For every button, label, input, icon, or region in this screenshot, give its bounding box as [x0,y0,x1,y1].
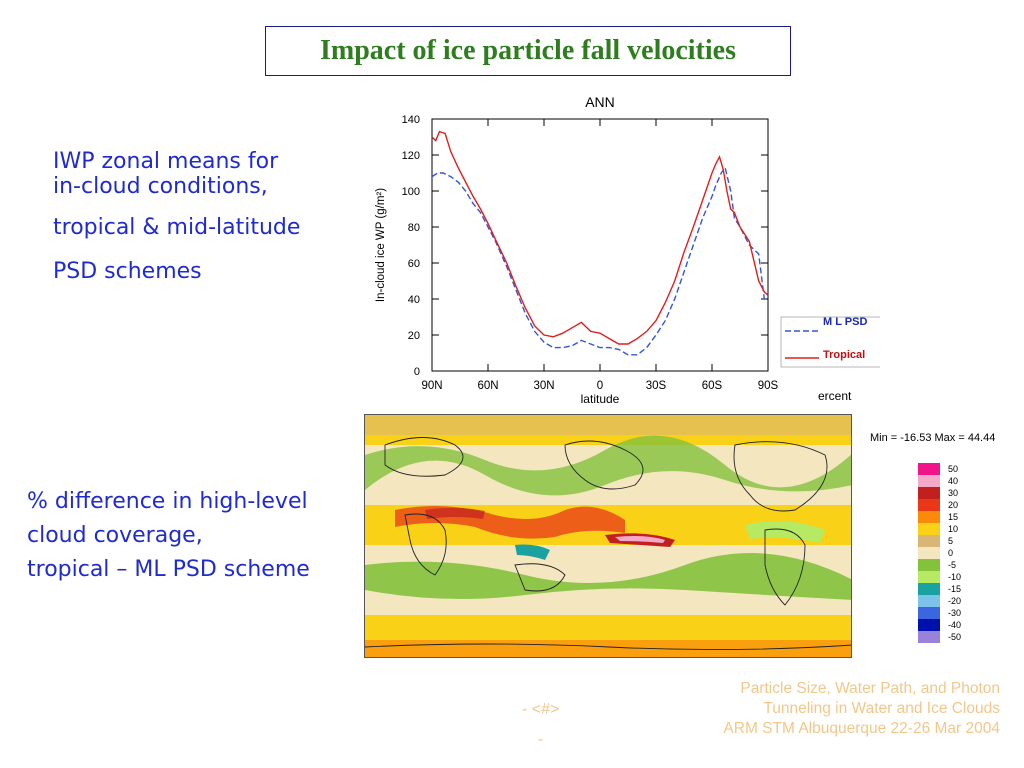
iwp-text-line-1: IWP zonal means for [53,149,279,174]
y-tick-label: 140 [402,114,420,126]
iwp-text-line-3: tropical & mid-latitude [53,215,301,240]
x-tick-label: 90S [758,380,779,392]
colorbar-label: 50 [948,464,959,474]
colorbar-label: -30 [948,608,962,618]
x-tick-label: 60S [702,380,723,392]
x-tick-label: 30N [533,380,554,392]
series-line-1 [431,130,769,345]
colorbar-label: 40 [948,476,959,486]
page-number-line-1: - <#> [522,701,560,718]
iwp-line-chart: 0 20 40 60 80 100 120 140 90N 60N 30N 0 30S 60S 90S ANN… [375,94,880,406]
y-tick-label: 120 [402,150,420,162]
slide-footer: Particle Size, Water Path, and Photon Tu… [723,679,1000,739]
y-tick-label: 80 [408,222,420,234]
footer-line-3: ARM STM Albuquerque 22-26 Mar 2004 [723,720,1000,737]
series-line-0 [431,165,769,356]
chart-title: ANN [585,94,615,110]
diff-text-line-1: % difference in high-level [27,489,308,514]
y-tick-label: 0 [414,366,420,378]
colorbar-label: -10 [948,572,962,582]
colorbar-label: 0 [948,548,954,558]
y-tick-label: 20 [408,330,420,342]
colorbar-swatch [918,475,940,487]
iwp-text-line-4: PSD schemes [53,259,202,284]
x-tick-label: 90N [421,380,442,392]
colorbar-label: 15 [948,512,959,522]
colorbar-label: 30 [948,488,959,498]
legend-label-1: Tropical [823,349,865,361]
diff-text-line-2: cloud coverage, [27,523,203,548]
colorbar-swatch [918,619,940,631]
colorbar-swatch [918,607,940,619]
colorbar-label: -15 [948,584,962,594]
y-tick-label: 100 [402,186,420,198]
colorbar-label: -20 [948,596,962,606]
x-tick-label: 30S [646,380,667,392]
world-map-field [365,415,851,657]
diff-text-line-3: tropical – ML PSD scheme [27,557,310,582]
footer-line-2: Tunneling in Water and Ice Clouds [763,700,1000,717]
cut-off-label: ercent [818,389,852,403]
colorbar-label: 5 [948,536,954,546]
colorbar-label: 10 [948,524,959,534]
colorbar-swatch [918,523,940,535]
cloud-coverage-difference-map [364,414,852,658]
colorbar-label: -40 [948,620,962,630]
colorbar-swatch [918,499,940,511]
colorbar-swatch [918,583,940,595]
legend-label-0: M L PSD [823,316,867,328]
slide-title-box: Impact of ice particle fall velocities [265,26,791,76]
colorbar-swatch [918,631,940,643]
x-tick-label: 60N [477,380,498,392]
colorbar-swatch [918,511,940,523]
page-number-line-2: - [538,731,544,748]
colorbar-swatch [918,595,940,607]
slide-title: Impact of ice particle fall velocities [320,35,736,66]
x-tick-label: 0 [597,380,603,392]
y-tick-label: 60 [408,258,420,270]
colorbar-swatch [918,487,940,499]
colorbar-label: -5 [948,560,957,570]
x-axis-label: latitude [581,392,620,406]
map-min-max-label: Min = -16.53 Max = 44.44 [870,432,996,444]
colorbar-label: 20 [948,500,959,510]
iwp-text-line-2: in-cloud conditions, [53,174,268,199]
colorbar-swatch [918,535,940,547]
y-axis-label: In-cloud ice WP (g/m²) [375,188,387,302]
colorbar-swatch [918,547,940,559]
footer-line-1: Particle Size, Water Path, and Photon [740,680,1000,697]
colorbar-label: -50 [948,632,962,642]
colorbar-swatch [918,571,940,583]
page-number: - <#> - [522,695,559,755]
colorbar-swatch [918,463,940,475]
colorbar-swatch [918,559,940,571]
y-tick-label: 40 [408,294,420,306]
